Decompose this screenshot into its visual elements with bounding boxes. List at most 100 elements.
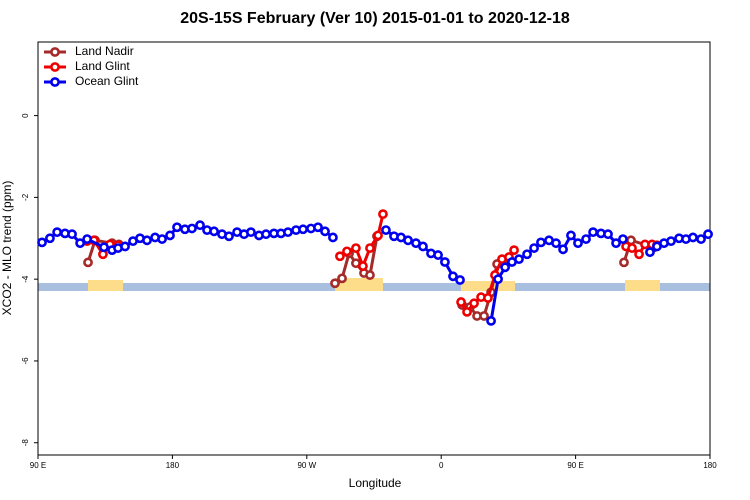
point bbox=[187, 223, 197, 234]
legend-label: Land Nadir bbox=[75, 44, 134, 58]
point bbox=[588, 227, 598, 238]
point bbox=[67, 229, 77, 240]
y-tick-label: -8 bbox=[21, 439, 30, 447]
point bbox=[469, 298, 479, 309]
point bbox=[337, 273, 347, 284]
legend-marker bbox=[50, 77, 60, 87]
y-tick-label: -6 bbox=[21, 357, 30, 365]
point bbox=[634, 249, 644, 260]
point bbox=[328, 232, 338, 243]
point bbox=[703, 229, 713, 240]
point bbox=[611, 238, 621, 249]
x-tick-label: 0 bbox=[439, 461, 444, 470]
legend-item: Ocean Glint bbox=[44, 74, 139, 88]
point bbox=[440, 257, 450, 267]
point bbox=[456, 297, 466, 307]
point bbox=[529, 243, 539, 253]
x-tick-label: 90 W bbox=[297, 461, 316, 470]
point bbox=[448, 271, 458, 282]
y-tick-label: 0 bbox=[21, 113, 30, 118]
y-tick-label: -2 bbox=[21, 193, 30, 201]
point bbox=[342, 246, 352, 257]
point bbox=[120, 241, 130, 252]
surface-band bbox=[38, 278, 710, 291]
point bbox=[627, 243, 637, 253]
point bbox=[483, 293, 493, 303]
point bbox=[619, 257, 629, 268]
point bbox=[522, 249, 532, 260]
point bbox=[83, 257, 93, 268]
x-tick-label: 180 bbox=[166, 461, 180, 470]
point bbox=[603, 229, 613, 240]
point bbox=[45, 233, 55, 244]
point bbox=[666, 236, 676, 247]
chart-title: 20S-15S February (Ver 10) 2015-01-01 to … bbox=[180, 10, 570, 27]
point bbox=[455, 275, 465, 285]
point bbox=[479, 311, 489, 321]
point bbox=[335, 251, 345, 262]
x-tick-label: 90 E bbox=[567, 461, 583, 470]
point bbox=[365, 270, 375, 280]
point bbox=[381, 225, 391, 235]
point bbox=[500, 262, 511, 273]
legend-item: Land Nadir bbox=[44, 44, 134, 58]
land-band bbox=[461, 281, 515, 291]
x-tick-label: 90 E bbox=[30, 461, 46, 470]
land-band bbox=[88, 280, 123, 291]
point bbox=[509, 245, 519, 256]
point bbox=[358, 261, 368, 271]
y-tick-label: -4 bbox=[21, 275, 30, 283]
point bbox=[157, 234, 167, 244]
point bbox=[261, 229, 271, 240]
point bbox=[320, 226, 330, 237]
point bbox=[581, 234, 591, 244]
point bbox=[566, 230, 576, 241]
point bbox=[37, 237, 47, 248]
y-axis-label: XCO2 - MLO trend (ppm) bbox=[0, 181, 14, 316]
point bbox=[283, 227, 293, 238]
land-band bbox=[335, 278, 383, 291]
point bbox=[246, 227, 256, 238]
legend-marker bbox=[50, 62, 60, 72]
legend-marker bbox=[50, 47, 60, 57]
point bbox=[365, 243, 375, 253]
point bbox=[52, 227, 63, 238]
point bbox=[551, 238, 561, 249]
point bbox=[573, 238, 583, 249]
point bbox=[330, 278, 340, 289]
point bbox=[403, 235, 413, 246]
point bbox=[433, 250, 443, 260]
point bbox=[486, 315, 496, 326]
point bbox=[298, 224, 308, 235]
point bbox=[558, 244, 568, 255]
x-axis-label: Longitude bbox=[349, 476, 402, 490]
point bbox=[618, 234, 628, 244]
point bbox=[75, 238, 86, 249]
point bbox=[99, 242, 109, 253]
point bbox=[195, 220, 205, 231]
point bbox=[536, 237, 546, 248]
plot-frame bbox=[37, 41, 711, 456]
land-band bbox=[625, 280, 660, 291]
point bbox=[378, 209, 388, 220]
point bbox=[209, 226, 219, 237]
legend-label: Ocean Glint bbox=[75, 74, 139, 88]
point bbox=[514, 254, 524, 265]
point bbox=[142, 235, 152, 246]
legend-item: Land Glint bbox=[44, 59, 130, 73]
point bbox=[313, 222, 323, 233]
point bbox=[373, 230, 383, 241]
point bbox=[696, 234, 706, 244]
point bbox=[462, 306, 472, 317]
point bbox=[172, 222, 182, 233]
point bbox=[418, 241, 428, 252]
x-tick-label: 180 bbox=[703, 461, 717, 470]
point bbox=[688, 232, 698, 243]
point bbox=[493, 274, 503, 285]
point bbox=[165, 230, 175, 241]
legend-label: Land Glint bbox=[75, 59, 130, 73]
point bbox=[224, 231, 234, 242]
